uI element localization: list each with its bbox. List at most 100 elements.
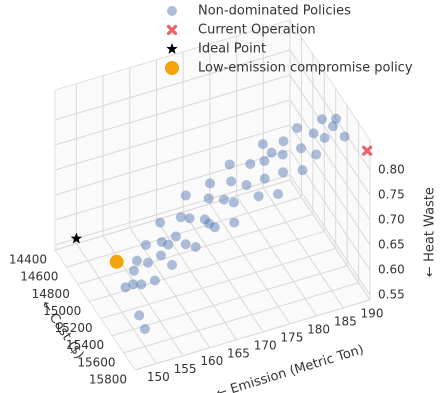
point [155,250,166,261]
point [245,159,256,170]
z-tick-label: 0.55 [378,288,405,302]
point [163,239,174,250]
y-tick-label: 175 [280,330,303,344]
point [199,214,210,225]
point [331,113,342,124]
point [277,149,288,160]
grid-line [289,49,371,171]
point [143,257,154,268]
point [311,149,322,160]
grid-line [236,195,318,317]
grid-line [182,211,264,333]
z-tick-label: 0.60 [378,263,405,277]
point [120,282,131,293]
x-tick-label: 14400 [9,253,47,267]
z-axis-title: ← Heat Waste [423,187,438,277]
legend-label: Low-emission compromise policy [198,61,413,76]
point [316,114,327,125]
point [273,189,284,200]
grid-line [289,124,371,246]
point [259,173,270,184]
grid-line [54,174,291,246]
grid-line [289,74,371,196]
y-tick-label: 160 [200,354,223,368]
point [109,254,124,269]
grid-line [129,227,211,349]
point [205,178,216,189]
y-tick-label: 185 [334,314,357,328]
grid-line [289,99,371,221]
legend-label: Ideal Point [198,42,266,57]
grid-line [75,243,157,364]
grid-line [209,203,291,325]
legend-marker [165,61,179,75]
x-tick-label: 15800 [89,373,127,387]
point [228,197,239,208]
grid-line [77,213,313,285]
grid-line [54,74,291,146]
point [319,132,330,143]
grid-line [66,196,302,268]
point [253,191,264,202]
points: Non-dominated Policies Current Operation I… [70,4,413,334]
point [278,136,289,147]
legend-label: Non-dominated Policies [198,4,351,19]
point [226,176,237,187]
y-tick-label: 170 [254,338,277,352]
point [128,279,139,290]
legend-marker [167,6,177,16]
point [180,190,191,201]
point [278,167,289,178]
point [131,255,142,266]
grid-line [112,265,348,337]
y-tick-label: 155 [174,362,197,376]
point [362,145,373,156]
point [156,237,167,247]
point [149,275,160,286]
point [155,217,166,228]
point [229,217,240,228]
x-tick-label: 14800 [32,287,70,301]
point [224,159,235,170]
point [140,239,151,250]
point [292,122,303,133]
point [339,131,350,142]
y-tick-label: 180 [307,322,330,336]
x-tick-label: 15600 [77,355,115,369]
grid-line [100,248,336,320]
point [204,218,215,229]
z-tick-label: 0.75 [378,188,405,202]
z-tick-label: 0.65 [378,238,405,252]
legend-label: Current Operation [198,23,316,38]
point [128,265,139,276]
grid-line [289,179,371,301]
grid-line [289,174,371,296]
y-tick-label: 150 [147,370,170,384]
point [139,323,150,334]
x-tick-label: 15400 [66,338,104,352]
grid-line [289,149,371,271]
z-tick-label: 0.80 [378,163,405,177]
point [203,193,214,204]
y-tick-label: 190 [361,307,384,321]
point [209,222,220,233]
grid-line [54,179,291,251]
grid-line [54,49,291,121]
grid-line [123,282,359,354]
grid-line [156,219,237,341]
point [180,239,191,250]
z-tick-label: 0.70 [378,213,405,227]
point [259,155,270,166]
point [241,179,252,190]
point [134,310,145,321]
y-tick-label: 165 [227,346,250,360]
point [175,212,186,223]
grid-line [262,187,344,309]
grid-line [134,299,371,371]
grid-line [54,149,291,221]
point [257,139,268,150]
point [297,165,308,176]
grid-line [54,124,291,196]
point [136,279,147,290]
